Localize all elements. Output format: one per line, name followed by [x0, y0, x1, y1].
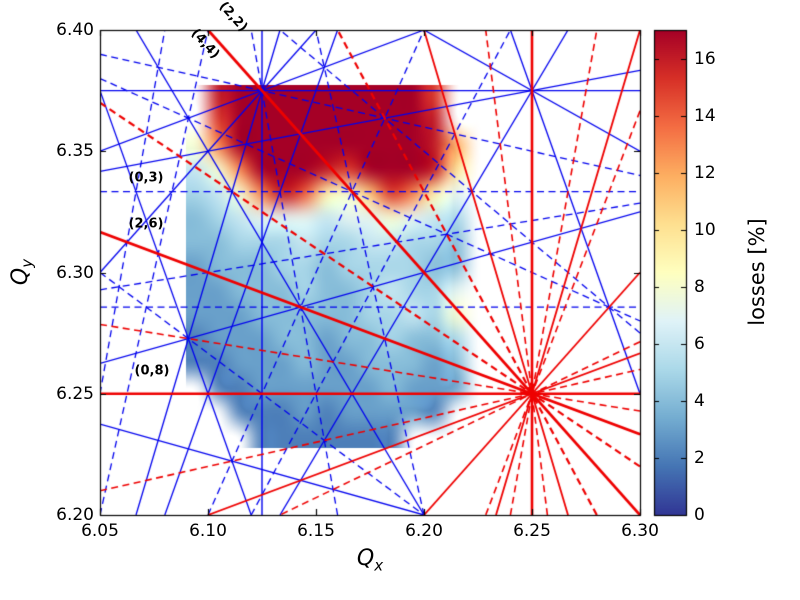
colorbar-tick-label: 2: [694, 447, 705, 468]
x-axis-label: Qx: [100, 546, 640, 574]
y-tick-label: 6.30: [56, 262, 94, 283]
colorbar-tick-label: 8: [694, 276, 705, 297]
x-tick-label: 6.25: [513, 521, 551, 541]
x-tick-label: 6.20: [405, 521, 443, 541]
y-axis-label-sub: y: [18, 258, 37, 268]
x-axis-label-base: Q: [356, 546, 375, 571]
colorbar-tick-label: 6: [694, 333, 705, 354]
x-tick-label: 6.10: [189, 521, 227, 541]
y-tick-label: 6.40: [56, 20, 94, 40]
x-tick-label: 6.05: [81, 521, 119, 541]
resonance-label: (0,3): [128, 170, 164, 186]
y-tick-label: 6.35: [56, 141, 94, 162]
colorbar-label: losses [%]: [745, 218, 769, 326]
colorbar-tick-label: 0: [694, 505, 705, 525]
x-axis-label-sub: x: [374, 556, 384, 575]
colorbar-tick-label: 14: [694, 105, 716, 126]
y-tick-label: 6.20: [56, 505, 94, 525]
x-tick-label: 6.30: [621, 521, 659, 541]
y-axis-label: Qy: [8, 259, 36, 285]
y-tick-label: 6.25: [56, 383, 94, 404]
resonance-label: (0,8): [134, 363, 170, 379]
colorbar-tick-label: 12: [694, 162, 716, 183]
x-tick-label: 6.15: [297, 521, 335, 541]
resonance-label: (2,6): [128, 216, 164, 232]
colorbar-tick-label: 10: [694, 219, 716, 240]
y-axis-label-base: Q: [7, 267, 33, 286]
colorbar-tick-label: 4: [694, 390, 705, 411]
colorbar-tick-label: 16: [694, 48, 716, 69]
